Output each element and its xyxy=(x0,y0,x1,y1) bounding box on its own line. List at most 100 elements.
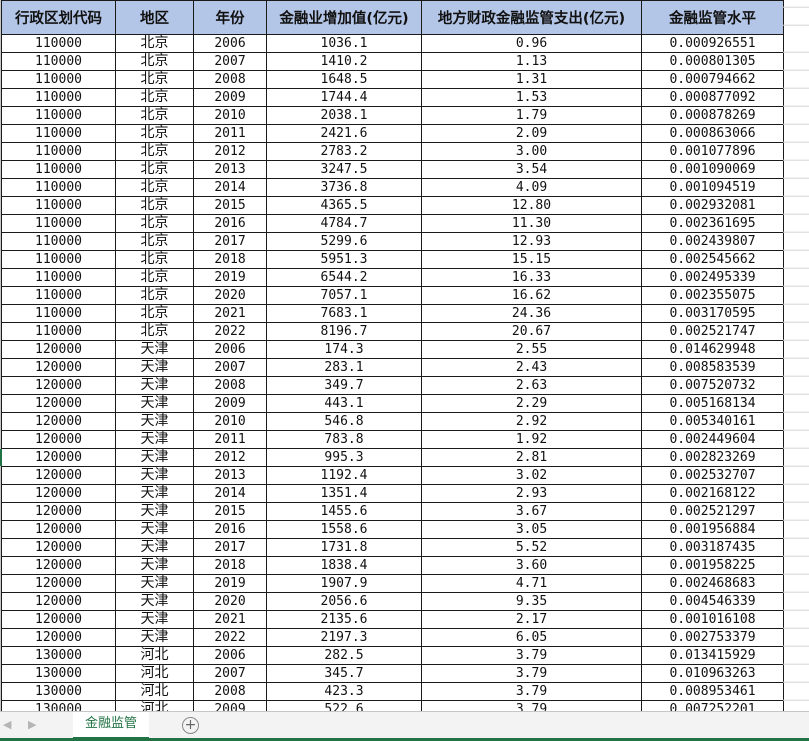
cell-financial-value-added[interactable]: 2783.2 xyxy=(266,142,422,161)
cell-regulation-level[interactable]: 0.003187435 xyxy=(641,538,784,557)
cell-region[interactable]: 天津 xyxy=(115,430,194,449)
cell-region[interactable]: 北京 xyxy=(115,286,194,305)
cell-regulation-level[interactable]: 0.005168134 xyxy=(641,394,784,413)
cell-financial-value-added[interactable]: 2056.6 xyxy=(266,592,422,611)
cell-financial-value-added[interactable]: 423.3 xyxy=(266,682,422,701)
cell-financial-value-added[interactable]: 522.6 xyxy=(266,700,422,711)
cell-region-code[interactable]: 110000 xyxy=(1,34,116,53)
cell-regulatory-expenditure[interactable]: 1.31 xyxy=(421,70,642,89)
cell-region-code[interactable]: 110000 xyxy=(1,106,116,125)
cell-region-code[interactable]: 120000 xyxy=(1,574,116,593)
cell-region-code[interactable]: 110000 xyxy=(1,214,116,233)
cell-regulatory-expenditure[interactable]: 4.09 xyxy=(421,178,642,197)
cell-region-code[interactable]: 120000 xyxy=(1,610,116,629)
cell-regulation-level[interactable]: 0.002355075 xyxy=(641,286,784,305)
cell-financial-value-added[interactable]: 1410.2 xyxy=(266,52,422,71)
cell-region[interactable]: 北京 xyxy=(115,268,194,287)
cell-region-code[interactable]: 110000 xyxy=(1,232,116,251)
cell-financial-value-added[interactable]: 3247.5 xyxy=(266,160,422,179)
cell-financial-value-added[interactable]: 1731.8 xyxy=(266,538,422,557)
cell-financial-value-added[interactable]: 1455.6 xyxy=(266,502,422,521)
cell-region-code[interactable]: 110000 xyxy=(1,142,116,161)
cell-regulatory-expenditure[interactable]: 11.30 xyxy=(421,214,642,233)
cell-regulatory-expenditure[interactable]: 2.43 xyxy=(421,358,642,377)
cell-regulatory-expenditure[interactable]: 3.67 xyxy=(421,502,642,521)
cell-region[interactable]: 河北 xyxy=(115,646,194,665)
cell-regulation-level[interactable]: 0.000878269 xyxy=(641,106,784,125)
cell-year[interactable]: 2017 xyxy=(193,232,267,251)
cell-year[interactable]: 2016 xyxy=(193,214,267,233)
cell-financial-value-added[interactable]: 3736.8 xyxy=(266,178,422,197)
cell-financial-value-added[interactable]: 1907.9 xyxy=(266,574,422,593)
cell-region[interactable]: 天津 xyxy=(115,394,194,413)
cell-regulatory-expenditure[interactable]: 1.53 xyxy=(421,88,642,107)
cell-regulation-level[interactable]: 0.001956884 xyxy=(641,520,784,539)
cell-region[interactable]: 河北 xyxy=(115,664,194,683)
cell-region-code[interactable]: 120000 xyxy=(1,628,116,647)
cell-region-code[interactable]: 120000 xyxy=(1,358,116,377)
cell-regulatory-expenditure[interactable]: 5.52 xyxy=(421,538,642,557)
cell-financial-value-added[interactable]: 8196.7 xyxy=(266,322,422,341)
cell-regulatory-expenditure[interactable]: 2.63 xyxy=(421,376,642,395)
cell-region-code[interactable]: 120000 xyxy=(1,340,116,359)
cell-region-code[interactable]: 120000 xyxy=(1,394,116,413)
cell-regulatory-expenditure[interactable]: 3.79 xyxy=(421,700,642,711)
cell-region[interactable]: 天津 xyxy=(115,592,194,611)
cell-region-code[interactable]: 130000 xyxy=(1,682,116,701)
cell-regulatory-expenditure[interactable]: 12.93 xyxy=(421,232,642,251)
chevron-right-icon[interactable]: ▶ xyxy=(28,718,37,731)
cell-financial-value-added[interactable]: 345.7 xyxy=(266,664,422,683)
sheet-tab-active[interactable]: 金融监管 xyxy=(73,712,149,739)
cell-regulatory-expenditure[interactable]: 3.00 xyxy=(421,142,642,161)
cell-regulation-level[interactable]: 0.013415929 xyxy=(641,646,784,665)
cell-regulatory-expenditure[interactable]: 15.15 xyxy=(421,250,642,269)
cell-region-code[interactable]: 120000 xyxy=(1,448,116,467)
header-region-code[interactable]: 行政区划代码 xyxy=(1,0,116,35)
cell-regulation-level[interactable]: 0.001958225 xyxy=(641,556,784,575)
cell-region[interactable]: 天津 xyxy=(115,538,194,557)
cell-regulation-level[interactable]: 0.000801305 xyxy=(641,52,784,71)
cell-regulation-level[interactable]: 0.000877092 xyxy=(641,88,784,107)
cell-regulation-level[interactable]: 0.014629948 xyxy=(641,340,784,359)
cell-regulation-level[interactable]: 0.002753379 xyxy=(641,628,784,647)
cell-year[interactable]: 2013 xyxy=(193,160,267,179)
cell-region[interactable]: 天津 xyxy=(115,520,194,539)
cell-financial-value-added[interactable]: 1648.5 xyxy=(266,70,422,89)
cell-region[interactable]: 天津 xyxy=(115,502,194,521)
cell-financial-value-added[interactable]: 174.3 xyxy=(266,340,422,359)
cell-year[interactable]: 2015 xyxy=(193,502,267,521)
empty-cells[interactable] xyxy=(783,0,809,711)
cell-regulation-level[interactable]: 0.002521747 xyxy=(641,322,784,341)
cell-regulation-level[interactable]: 0.002168122 xyxy=(641,484,784,503)
cell-financial-value-added[interactable]: 995.3 xyxy=(266,448,422,467)
cell-regulation-level[interactable]: 0.002439807 xyxy=(641,232,784,251)
cell-region-code[interactable]: 120000 xyxy=(1,466,116,485)
cell-financial-value-added[interactable]: 2197.3 xyxy=(266,628,422,647)
cell-regulatory-expenditure[interactable]: 2.92 xyxy=(421,412,642,431)
cell-year[interactable]: 2014 xyxy=(193,484,267,503)
cell-financial-value-added[interactable]: 1192.4 xyxy=(266,466,422,485)
cell-regulation-level[interactable]: 0.007520732 xyxy=(641,376,784,395)
cell-year[interactable]: 2010 xyxy=(193,412,267,431)
cell-year[interactable]: 2014 xyxy=(193,178,267,197)
cell-region-code[interactable]: 110000 xyxy=(1,268,116,287)
cell-financial-value-added[interactable]: 4365.5 xyxy=(266,196,422,215)
cell-year[interactable]: 2015 xyxy=(193,196,267,215)
cell-regulation-level[interactable]: 0.002495339 xyxy=(641,268,784,287)
cell-financial-value-added[interactable]: 1744.4 xyxy=(266,88,422,107)
cell-region-code[interactable]: 120000 xyxy=(1,412,116,431)
cell-year[interactable]: 2009 xyxy=(193,394,267,413)
cell-region[interactable]: 北京 xyxy=(115,52,194,71)
cell-region-code[interactable]: 130000 xyxy=(1,664,116,683)
cell-financial-value-added[interactable]: 1351.4 xyxy=(266,484,422,503)
cell-regulatory-expenditure[interactable]: 2.55 xyxy=(421,340,642,359)
cell-regulation-level[interactable]: 0.001077896 xyxy=(641,142,784,161)
cell-regulation-level[interactable]: 0.005340161 xyxy=(641,412,784,431)
cell-year[interactable]: 2006 xyxy=(193,646,267,665)
cell-region[interactable]: 天津 xyxy=(115,412,194,431)
cell-financial-value-added[interactable]: 282.5 xyxy=(266,646,422,665)
cell-region[interactable]: 天津 xyxy=(115,484,194,503)
cell-region[interactable]: 天津 xyxy=(115,628,194,647)
cell-year[interactable]: 2011 xyxy=(193,430,267,449)
cell-regulation-level[interactable]: 0.000794662 xyxy=(641,70,784,89)
